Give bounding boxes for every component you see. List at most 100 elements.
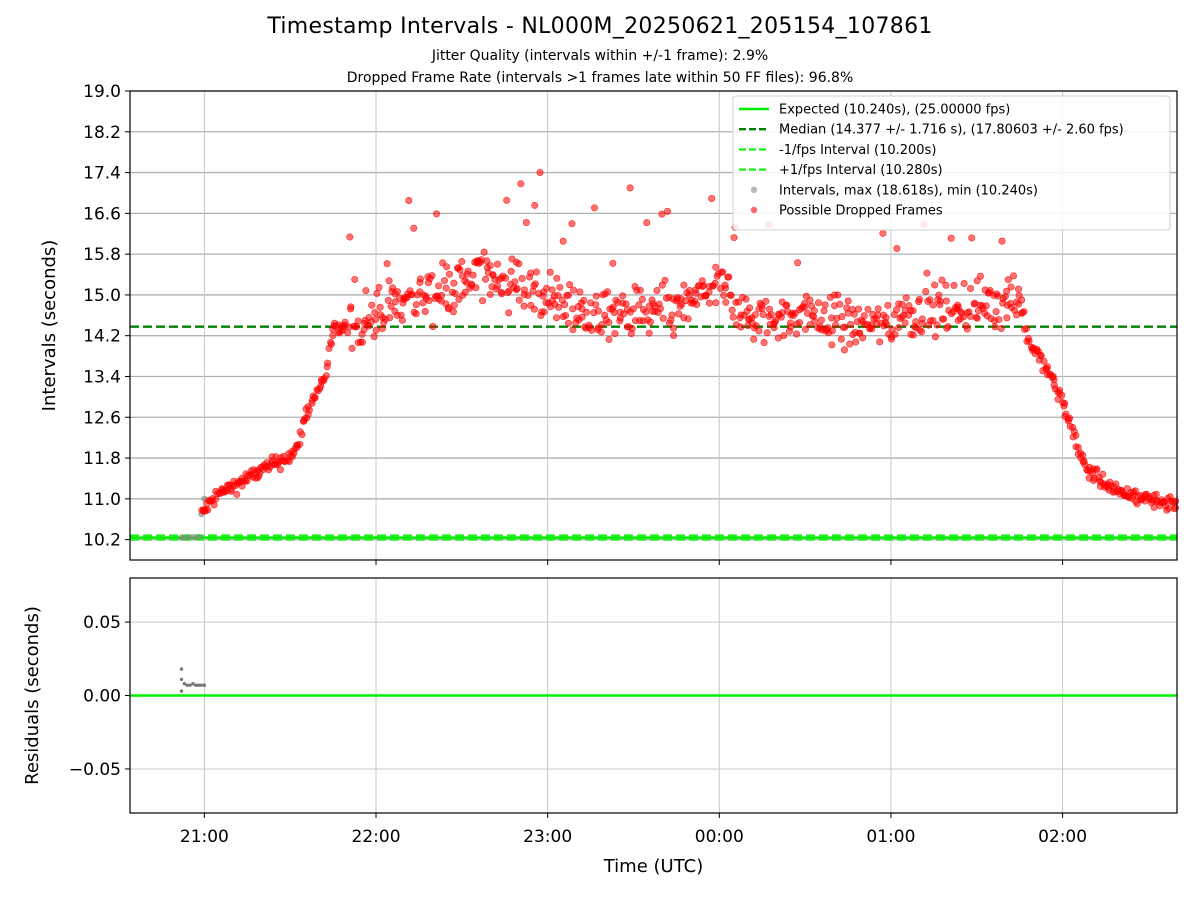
dropped-frame-point	[520, 302, 528, 310]
interval-point	[178, 534, 185, 541]
dropped-frame-point	[950, 281, 958, 289]
dropped-frame-point	[1003, 314, 1011, 322]
dropped-frame-point	[699, 282, 707, 290]
x-tick-label: 21:00	[180, 827, 229, 847]
dropped-frame-point	[469, 271, 477, 279]
dropped-frame-point	[852, 338, 860, 346]
y-tick-label: −0.05	[69, 760, 121, 780]
dropped-frame-point	[973, 314, 981, 322]
dropped-frame-point	[483, 257, 491, 265]
dropped-frame-point	[976, 272, 984, 280]
dropped-frame-point	[1152, 490, 1160, 498]
dropped-frame-point	[370, 333, 378, 341]
dropped-frame-point	[327, 340, 335, 348]
dropped-frame-point	[730, 234, 738, 242]
dropped-frame-point	[479, 297, 487, 305]
dropped-frame-point	[628, 324, 636, 332]
dropped-frame-point	[846, 320, 854, 328]
legend-dot-swatch	[750, 206, 758, 214]
dropped-frame-point	[610, 308, 618, 316]
dropped-frame-point	[498, 290, 506, 298]
dropped-frame-point	[520, 286, 528, 294]
dropped-frame-point	[494, 260, 502, 268]
y-tick-label: 15.0	[83, 286, 121, 306]
dropped-frame-point	[915, 295, 923, 303]
dropped-frame-point	[389, 284, 397, 292]
legend[interactable]: Expected (10.240s), (25.00000 fps) Median…	[732, 95, 1171, 231]
dropped-frame-point	[472, 284, 480, 292]
axes: 10.2 11.0 11.8 12.6 13.4 14.2 15.0 15.8 16.6 17.4…	[22, 82, 1178, 877]
dropped-frame-point	[711, 279, 719, 287]
dropped-frame-point	[686, 287, 694, 295]
dropped-frame-point	[767, 311, 775, 319]
dropped-frame-point	[322, 372, 330, 380]
interval-point	[184, 534, 191, 541]
dropped-frame-point	[942, 297, 950, 305]
dropped-frame-point	[684, 315, 692, 323]
dropped-frame-point	[564, 319, 572, 327]
dropped-frame-point	[643, 219, 651, 227]
dropped-frame-point	[482, 275, 490, 283]
dropped-frame-point	[912, 318, 920, 326]
dropped-frame-point	[895, 323, 903, 331]
dropped-frame-point	[645, 329, 653, 337]
dropped-frame-point	[536, 169, 544, 177]
dropped-frame-point	[944, 323, 952, 331]
dropped-frame-point	[1037, 352, 1045, 360]
dropped-frame-point	[760, 338, 768, 346]
dropped-frame-point	[636, 286, 644, 294]
dropped-frame-point	[982, 302, 990, 310]
time-axis-label: Time (UTC)	[603, 856, 704, 877]
dropped-frame-rate-subtitle: Dropped Frame Rate (intervals >1 frames …	[346, 70, 854, 86]
dropped-frame-point	[692, 289, 700, 297]
dropped-frame-point	[893, 306, 901, 314]
dropped-frame-point	[936, 297, 944, 305]
dropped-frame-point	[346, 233, 354, 241]
dropped-frame-point	[837, 335, 845, 343]
dropped-frame-point	[642, 308, 650, 316]
dropped-frame-point	[806, 321, 814, 329]
dropped-frame-point	[385, 277, 393, 285]
residual-point	[179, 689, 184, 693]
residual-point	[179, 677, 184, 682]
dropped-frame-point	[801, 325, 809, 333]
dropped-frame-point	[515, 260, 523, 268]
dropped-frame-point	[626, 184, 634, 192]
residual-point	[179, 667, 184, 671]
dropped-frame-point	[578, 313, 586, 321]
dropped-frame-point	[1043, 363, 1051, 371]
dropped-frame-point	[373, 289, 381, 297]
dropped-frame-point	[817, 316, 825, 324]
residual-point	[194, 683, 198, 687]
dropped-frame-point	[836, 300, 844, 308]
dropped-frame-point	[746, 304, 754, 312]
residual-point	[202, 683, 207, 687]
dropped-frame-point	[449, 308, 457, 316]
dropped-frame-point	[562, 312, 570, 320]
dropped-frame-point	[227, 487, 235, 495]
dropped-frame-point	[879, 229, 887, 237]
dropped-frame-point	[1058, 391, 1066, 399]
dropped-frame-point	[793, 330, 801, 338]
dropped-frame-point	[929, 301, 937, 309]
y-tick-label: 17.4	[83, 164, 121, 184]
jitter-quality-subtitle: Jitter Quality (intervals within +/-1 fr…	[431, 48, 769, 64]
dropped-frame-point	[646, 318, 654, 326]
dropped-frame-point	[570, 286, 578, 294]
dropped-frame-point	[728, 306, 736, 314]
dropped-frame-point	[883, 321, 891, 329]
dropped-frame-point	[891, 331, 899, 339]
dropped-frame-point	[668, 311, 676, 319]
dropped-frame-point	[451, 290, 459, 298]
dropped-frame-point	[522, 219, 530, 227]
dropped-frame-point	[354, 317, 362, 325]
dropped-frame-point	[416, 275, 424, 283]
dropped-frame-point	[751, 311, 759, 319]
dropped-frame-point	[569, 326, 577, 334]
dropped-frame-point	[935, 291, 943, 299]
dropped-frame-point	[233, 490, 241, 498]
dropped-frame-point	[1010, 272, 1018, 280]
dropped-frame-point	[942, 281, 950, 289]
y-tick-label: 19.0	[83, 82, 121, 102]
dropped-frame-point	[712, 299, 720, 307]
